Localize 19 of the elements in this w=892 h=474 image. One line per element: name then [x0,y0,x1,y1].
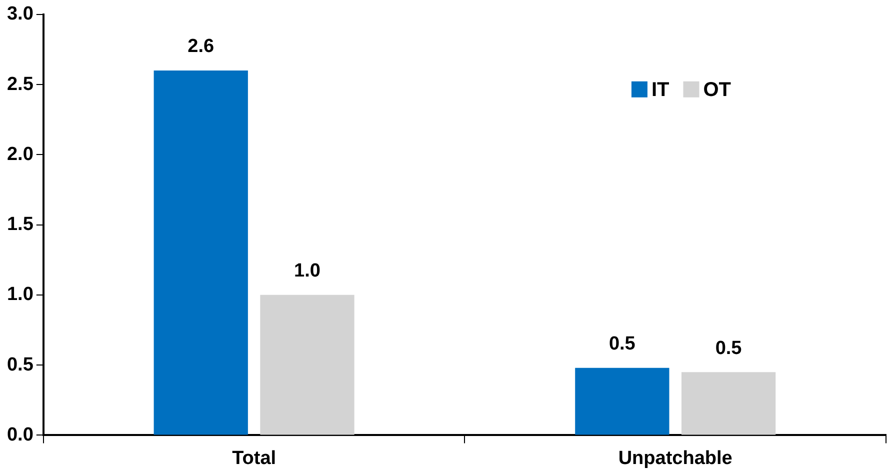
bar [154,70,248,435]
y-tick-label: 2.5 [6,74,34,95]
y-tick-label: 3.0 [6,4,34,25]
y-tick-label: 0.0 [6,424,34,446]
bar [575,368,670,435]
x-tick-label: Unpatchable [618,448,732,469]
y-tick-label: 2.0 [6,144,34,165]
bar [260,294,354,435]
y-tick-label: 1.0 [6,284,34,306]
legend-label: IT [651,78,670,101]
x-tick-label: Total [232,448,276,469]
data-label: 2.6 [188,36,214,58]
legend-label: OT [703,78,732,101]
y-tick-label: 1.5 [6,214,34,236]
data-label: 0.5 [715,338,742,359]
data-label: 1.0 [294,260,320,282]
data-label: 0.5 [608,334,636,355]
bar [681,372,776,435]
y-tick-label: 0.5 [6,354,34,376]
